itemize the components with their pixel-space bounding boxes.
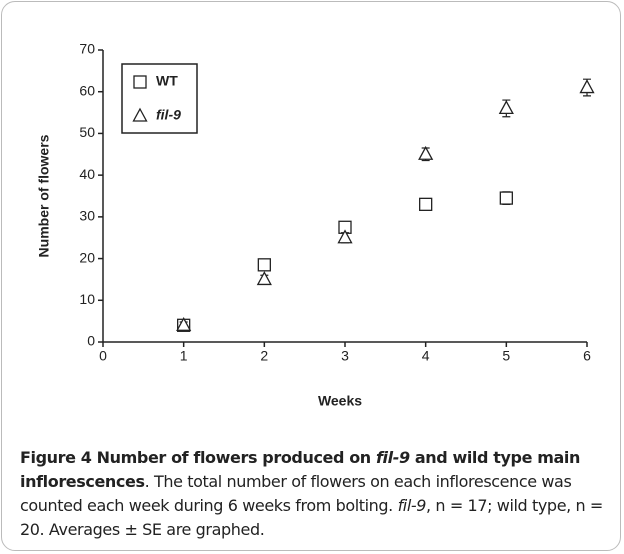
caption-text: Figure 4 Number of flowers produced on: [20, 448, 376, 467]
caption: Figure 4 Number of flowers produced on f…: [20, 446, 610, 542]
data-point: [498, 100, 514, 115]
x-tick-label: 4: [422, 348, 430, 364]
x-tick-label: 2: [260, 348, 268, 364]
y-tick-label: 10: [79, 291, 95, 307]
y-tick-label: 40: [79, 166, 95, 182]
legend-label: fil-9: [156, 107, 181, 123]
x-tick-label: 0: [99, 348, 107, 364]
caption-text: fil-9: [397, 496, 427, 515]
y-tick-label: 50: [79, 124, 95, 140]
data-point: [176, 316, 192, 331]
data-point: [419, 197, 433, 211]
x-tick-label: 1: [180, 348, 188, 364]
caption-text: . The total number of flowers on each in…: [20, 472, 572, 515]
data-point: [579, 79, 595, 94]
data-point: [256, 271, 272, 286]
y-tick-label: 20: [79, 249, 95, 265]
data-point: [418, 145, 434, 160]
chart: Weeks Number of flowers 0 10 20 30 40 50 60 70 0…: [36, 41, 595, 409]
legend-marker: [132, 107, 148, 122]
x-tick-label: 3: [341, 348, 349, 364]
caption-text: fil-9: [375, 448, 410, 467]
legend-label: WT: [156, 73, 178, 89]
y-axis-label: Number of flowers: [36, 134, 52, 257]
data-point: [499, 191, 513, 205]
y-tick-label: 0: [87, 333, 95, 349]
legend-marker: [133, 75, 147, 89]
y-tick-label: 30: [79, 208, 95, 224]
y-tick-label: 70: [79, 41, 95, 57]
x-axis-label: Weeks: [318, 393, 362, 409]
data-point: [337, 229, 353, 244]
data-point: [257, 258, 271, 272]
caption-text: , n = 17; wild type, n = 20. Averages ± …: [20, 496, 603, 539]
x-tick-label: 5: [502, 348, 510, 364]
caption-text: and wild type main inflorescences: [20, 448, 580, 491]
x-tick-label: 6: [583, 348, 591, 364]
y-tick-label: 60: [79, 82, 95, 98]
